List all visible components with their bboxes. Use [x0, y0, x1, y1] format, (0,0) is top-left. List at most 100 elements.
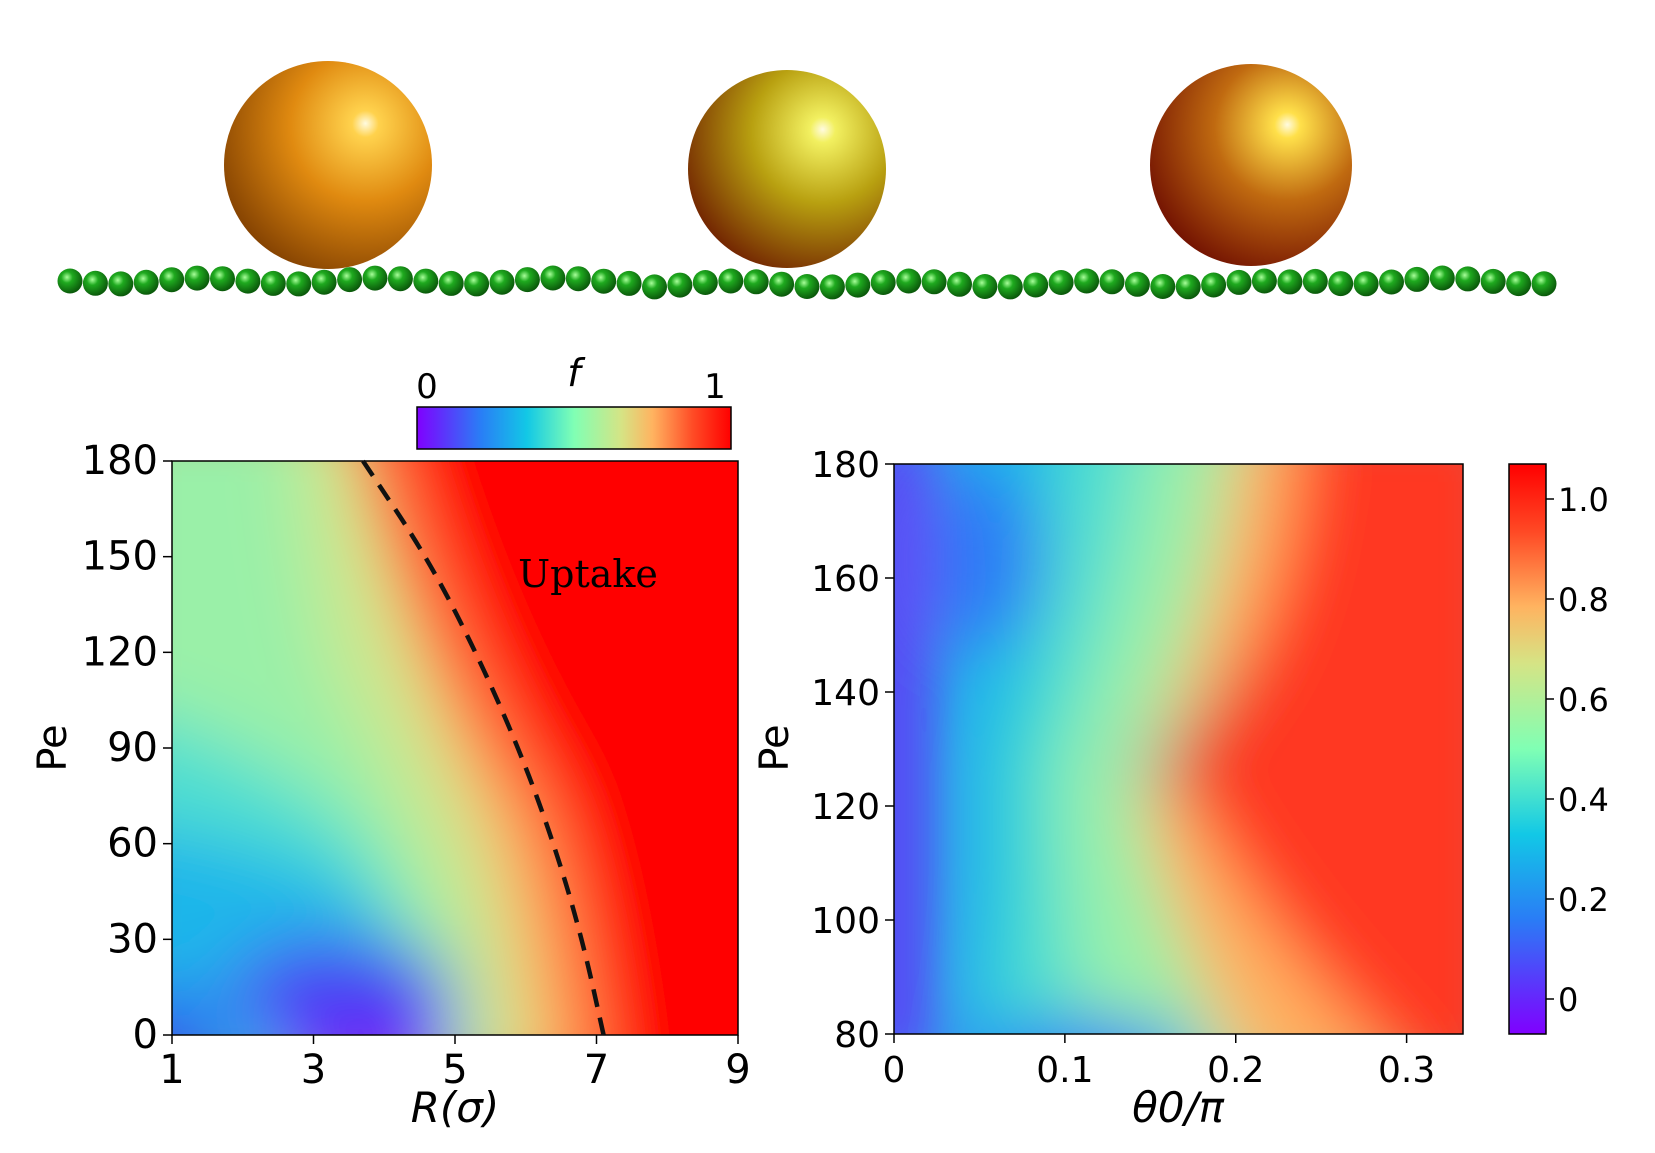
colorbar-label-f: f [567, 351, 586, 395]
membrane-bead [1277, 269, 1303, 295]
right-x-tick-label: 0.3 [1378, 1050, 1435, 1091]
colorbar-tick-label: 0.4 [1558, 781, 1609, 819]
membrane-bead [438, 270, 464, 296]
membrane-bead [819, 274, 845, 300]
left-x-tick-label: 9 [725, 1047, 750, 1093]
left-y-tick-label: 180 [82, 438, 158, 484]
membrane-bead [337, 267, 363, 293]
right-heatmap-panel: 0 0.1 0.2 0.3 80 100 120 140 160 180 θ0/π Pe 0 0.2… [752, 445, 1609, 1132]
membrane-bead [1506, 271, 1532, 297]
membrane-bead [692, 270, 718, 295]
membrane-bead [362, 265, 388, 291]
membrane-bead [260, 270, 286, 296]
membrane-bead [1251, 268, 1277, 294]
membrane-bead [718, 268, 744, 294]
particle-left [224, 61, 432, 269]
membrane-bead [1302, 268, 1328, 294]
membrane-bead [1429, 265, 1455, 291]
membrane-bead [1226, 269, 1252, 295]
membrane-illustration [57, 61, 1557, 300]
membrane-bead [667, 272, 693, 298]
left-colorbar: f 0 1 [416, 351, 732, 450]
left-x-tick-label: 3 [301, 1047, 326, 1093]
right-y-tick-label: 100 [811, 901, 880, 942]
left-y-tick-label: 90 [107, 725, 158, 771]
colorbar-min-label: 0 [416, 367, 438, 407]
right-y-tick-label: 120 [811, 787, 880, 828]
membrane-bead [1455, 266, 1481, 292]
membrane-bead [642, 274, 667, 300]
membrane-bead [514, 267, 540, 293]
membrane-bead [870, 270, 896, 295]
left-x-tick-label: 7 [584, 1047, 609, 1093]
membrane-bead [591, 268, 617, 294]
right-colorbar: 0 0.2 0.4 0.6 0.8 1.0 [1508, 463, 1609, 1035]
left-x-axis-label: R(σ) [411, 1083, 500, 1132]
membrane-bead [1150, 274, 1176, 299]
membrane-bead [1379, 269, 1404, 295]
membrane-bead [489, 269, 515, 295]
colorbar-tick-label: 0.8 [1558, 581, 1609, 619]
membrane-bead [947, 271, 972, 297]
colorbar-tick-label: 0.6 [1558, 681, 1609, 719]
membrane-bead [159, 267, 185, 293]
membrane-bead [311, 269, 337, 295]
membrane-bead [286, 271, 312, 297]
right-axes: 0 0.1 0.2 0.3 80 100 120 140 160 180 [811, 445, 1435, 1091]
membrane-bead [57, 268, 83, 294]
right-heatmap-field [894, 464, 1463, 1034]
membrane-bead [133, 269, 159, 295]
left-y-tick-label: 30 [107, 916, 158, 962]
membrane-bead [1023, 272, 1049, 298]
membrane-bead [413, 268, 439, 294]
right-x-tick-label: 0.2 [1207, 1050, 1264, 1091]
right-y-tick-label: 180 [811, 445, 880, 486]
right-y-axis-label: Pe [752, 724, 798, 771]
membrane-bead [1048, 270, 1074, 295]
uptake-boundary-curve [361, 459, 606, 1036]
right-x-tick-label: 0 [883, 1050, 906, 1091]
membrane-bead [997, 274, 1023, 300]
left-heatmap-field [172, 461, 738, 1035]
membrane-bead [1175, 274, 1201, 300]
membrane-bead [540, 265, 566, 291]
colorbar-tick-label: 0.2 [1558, 881, 1609, 919]
particle-middle [688, 70, 886, 268]
membrane-bead [1124, 271, 1150, 297]
membrane-bead [387, 266, 413, 292]
membrane-bead [82, 270, 108, 296]
membrane-bead [1074, 268, 1100, 294]
colorbar-tick-label: 1.0 [1558, 481, 1609, 519]
right-y-tick-label: 160 [811, 559, 880, 600]
membrane-bead [845, 272, 871, 298]
membrane-bead [972, 274, 998, 299]
membrane-bead [769, 271, 795, 297]
membrane-bead [1404, 266, 1430, 292]
left-y-tick-label: 120 [82, 629, 158, 675]
left-x-tick-label: 1 [159, 1047, 184, 1093]
left-y-tick-label: 0 [133, 1012, 158, 1058]
membrane-bead [896, 268, 922, 294]
left-x-tick-label: 5 [442, 1047, 467, 1093]
membrane-bead [464, 271, 490, 297]
membrane-bead [921, 269, 947, 295]
uptake-annotation: Uptake [518, 552, 658, 596]
right-y-tick-label: 140 [811, 673, 880, 714]
membrane-bead [210, 266, 235, 292]
particle-right [1150, 64, 1352, 266]
membrane-bead [1531, 271, 1557, 297]
membrane-bead [108, 271, 134, 297]
left-y-axis-label: Pe [30, 724, 76, 771]
right-x-axis-label: θ0/π [1132, 1083, 1225, 1132]
right-y-tick-label: 80 [834, 1015, 880, 1056]
membrane-bead [1480, 268, 1506, 294]
colorbar-tick-label: 0 [1558, 981, 1578, 1019]
right-x-tick-label: 0.1 [1036, 1050, 1093, 1091]
left-y-tick-label: 60 [107, 821, 158, 867]
colorbar-max-label: 1 [704, 367, 726, 407]
membrane-bead [565, 266, 591, 292]
membrane-bead [743, 269, 769, 295]
